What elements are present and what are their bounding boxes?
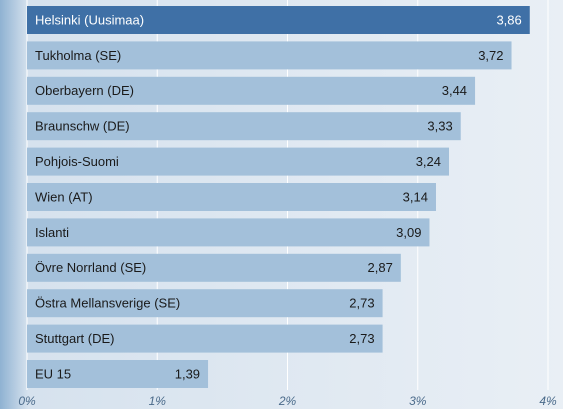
value-label: 2,73 [349,296,374,311]
x-tick-label: 4% [539,394,557,408]
category-label: Stuttgart (DE) [35,331,114,346]
bar [27,76,476,105]
value-label: 2,73 [349,331,374,346]
x-tick-label: 1% [149,394,167,408]
category-label: Övre Norrland (SE) [35,260,146,275]
category-label: Oberbayern (DE) [35,83,134,98]
bar [27,289,383,318]
value-label: 3,44 [442,83,467,98]
category-label: Pohjois-Suomi [35,154,119,169]
value-label: 3,86 [496,12,521,27]
bar [27,6,530,34]
x-tick-label: 2% [278,394,297,408]
category-label: EU 15 [35,366,71,381]
bar [27,324,383,353]
category-label: Östra Mellansverige (SE) [35,296,180,311]
value-label: 1,39 [175,366,200,381]
value-label: 3,24 [416,154,441,169]
bar [27,147,450,176]
value-label: 3,14 [403,189,428,204]
value-label: 3,09 [396,225,421,240]
x-tick-label: 0% [18,394,36,408]
bar [27,360,209,388]
x-tick-label: 3% [409,394,427,408]
bar [27,41,512,70]
bar [27,218,430,247]
bar [27,253,401,282]
value-label: 2,87 [368,260,393,275]
category-label: Wien (AT) [35,189,93,204]
category-label: Tukholma (SE) [35,48,121,63]
value-label: 3,33 [427,119,452,134]
category-label: Islanti [35,225,69,240]
category-label: Braunschw (DE) [35,119,130,134]
bar [27,183,436,211]
category-label: Helsinki (Uusimaa) [35,12,144,27]
bar [27,112,461,141]
value-label: 3,72 [478,48,503,63]
